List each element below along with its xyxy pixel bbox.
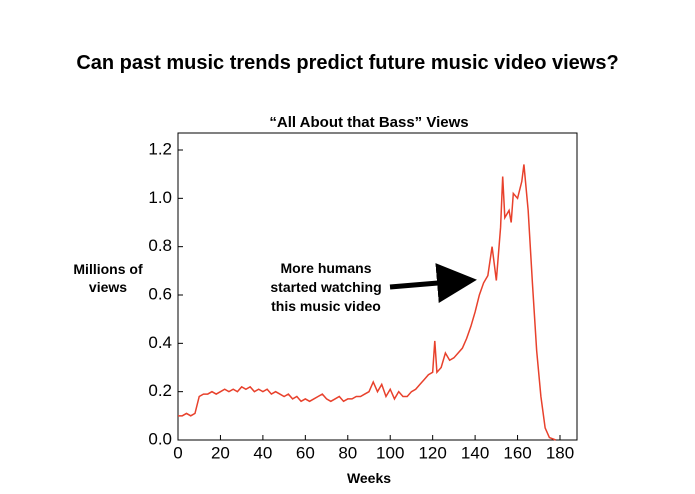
x-tick-label: 80 [338,443,357,462]
chart-title: “All About that Bass” Views [269,114,469,131]
y-tick-label: 1.0 [148,188,172,207]
x-tick-label: 60 [296,443,315,462]
x-tick-label: 40 [253,443,272,462]
plot-frame [177,132,578,441]
annotation-arrow [389,263,477,304]
y-tick-label: 0.6 [148,284,172,303]
x-tick-label: 120 [418,443,446,462]
x-tick-label: 100 [376,443,404,462]
annotation: More humans started watching this music … [270,260,382,314]
line [178,164,557,441]
y-tick-label: 0.0 [148,429,172,448]
x-tick-label: 160 [503,443,531,462]
x-axis-label: Weeks [346,470,392,486]
x-tick-label: 20 [211,443,230,462]
y-axis-label: Millions of views [73,261,143,295]
x-tick-label: 140 [461,443,489,462]
x-tick-label: 0 [173,443,182,462]
y-tick-label: 1.2 [148,139,172,158]
y-tick-label: 0.4 [148,333,172,352]
y-tick-label: 0.8 [148,236,172,255]
y-tick-label: 0.2 [148,381,172,400]
slide-title: Can past music trends predict future mus… [76,52,619,74]
x-tick-label: 180 [546,443,574,462]
